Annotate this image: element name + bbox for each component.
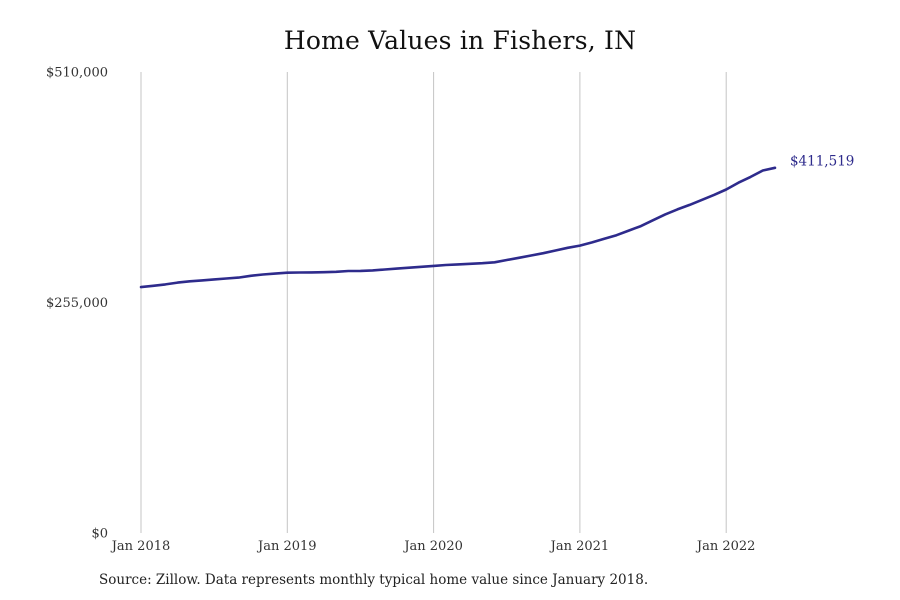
annotation-layer: $411,519 [790, 154, 854, 170]
gridlines [140, 72, 727, 533]
y-tick-label: $255,000 [46, 296, 108, 311]
y-tick-label: $0 [91, 527, 108, 542]
x-axis-ticks: Jan 2018 Jan 2019 Jan 2020 Jan 2021 Jan 2022 [110, 539, 756, 554]
chart-title: Home Values in Fishers, IN [283, 26, 637, 55]
end-value-label: $411,519 [790, 154, 854, 170]
y-tick-label: $510,000 [46, 66, 108, 81]
x-tick-label: Jan 2020 [402, 539, 463, 554]
series-layer [139, 166, 777, 289]
y-axis-ticks: $510,000 $255,000 $0 [46, 66, 108, 542]
x-tick-label: Jan 2022 [695, 539, 756, 554]
source-note: Source: Zillow. Data represents monthly … [99, 572, 649, 588]
series-line-1 [139, 166, 777, 289]
x-tick-label: Jan 2018 [110, 539, 171, 554]
x-tick-label: Jan 2021 [549, 539, 610, 554]
x-tick-label: Jan 2019 [256, 539, 317, 554]
